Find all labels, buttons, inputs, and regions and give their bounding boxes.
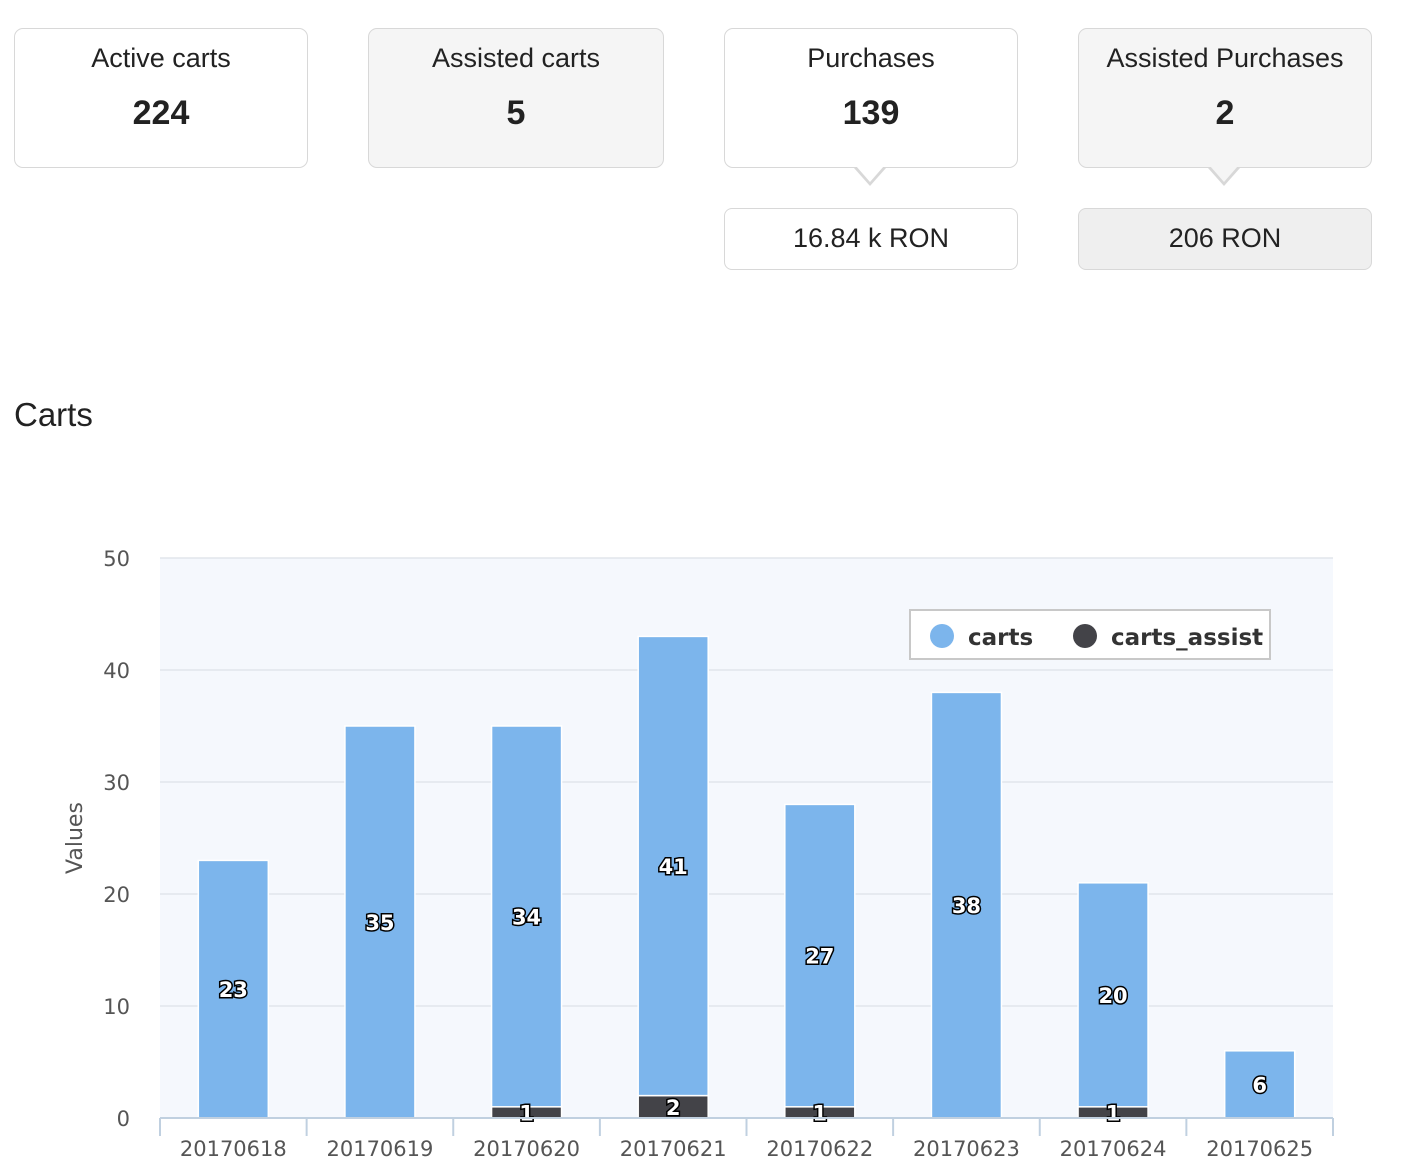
bar-carts <box>930 691 1003 1119</box>
data-label-carts: 41 <box>659 855 688 879</box>
kpi-card-assisted-purchases: Assisted Purchases 2 <box>1078 28 1372 168</box>
data-label-carts_assist: 1 <box>1106 1101 1121 1125</box>
legend[interactable]: carts carts_assist <box>909 609 1271 660</box>
bar-carts <box>197 859 270 1119</box>
bar-carts <box>1223 1050 1296 1119</box>
kpi-label: Purchases <box>807 43 935 73</box>
x-tick-label: 20170620 <box>473 1137 580 1161</box>
x-tick-label: 20170622 <box>766 1137 873 1161</box>
y-tick-label: 10 <box>103 995 130 1019</box>
y-tick-label: 0 <box>117 1107 130 1131</box>
x-tick-label: 20170623 <box>913 1137 1020 1161</box>
legend-box <box>909 609 1271 660</box>
data-label-carts_assist: 1 <box>813 1101 828 1125</box>
data-label-carts: 23 <box>219 978 248 1002</box>
y-tick-label: 50 <box>103 547 130 571</box>
bars <box>197 635 1296 1119</box>
x-tick-label: 20170624 <box>1060 1137 1167 1161</box>
data-label-carts: 27 <box>805 945 834 969</box>
purchases-pointer <box>854 166 886 186</box>
y-tick-label: 40 <box>103 659 130 683</box>
bar-carts <box>344 725 416 1119</box>
section-title: Carts <box>14 396 93 433</box>
bar-carts <box>784 803 856 1108</box>
data-label-carts: 20 <box>1098 984 1127 1008</box>
x-tick-label: 20170625 <box>1206 1137 1313 1161</box>
kpi-value: 5 <box>506 94 526 132</box>
data-label-carts_assist: 1 <box>519 1101 534 1125</box>
bar-carts <box>490 725 563 1108</box>
data-label-carts: 38 <box>952 894 981 918</box>
kpi-card-purchases: Purchases 139 <box>724 28 1018 168</box>
y-tick-label: 20 <box>103 883 130 907</box>
bar-carts <box>637 635 709 1097</box>
x-tick-label: 20170619 <box>326 1137 433 1161</box>
y-tick-label: 30 <box>103 771 130 795</box>
kpi-value: 2 <box>1215 94 1235 132</box>
legend-item-carts_assist[interactable]: carts_assist <box>1111 625 1263 651</box>
kpi-card-assisted-carts: Assisted carts 5 <box>368 28 664 168</box>
kpi-label: Active carts <box>91 43 231 73</box>
y-axis-label: Values <box>63 802 88 874</box>
kpi-card-active-carts: Active carts 224 <box>14 28 308 168</box>
data-label-carts_assist: 2 <box>666 1096 681 1120</box>
x-axis: 20170618 20170619 20170620 20170621 20170622… <box>159 1117 1334 1161</box>
bar-carts <box>1077 882 1149 1108</box>
kpi-label: Assisted carts <box>431 43 601 73</box>
data-label-carts: 35 <box>365 911 394 935</box>
x-tick-label: 20170621 <box>620 1137 727 1161</box>
data-label-carts: 34 <box>512 905 541 929</box>
legend-marker-carts_assist <box>1073 624 1097 648</box>
x-tick-label: 20170618 <box>180 1137 287 1161</box>
assisted-purchases-pointer <box>1208 166 1240 186</box>
data-labels: 23 35 1 34 2 41 1 27 38 1 20 6 <box>217 854 1268 1127</box>
kpi-label: Assisted Purchases <box>1106 43 1344 73</box>
legend-marker-carts <box>930 624 954 648</box>
purchases-revenue: 16.84 k RON <box>724 208 1018 270</box>
kpi-value: 224 <box>132 94 190 132</box>
assisted-purchases-revenue: 206 RON <box>1078 208 1372 270</box>
legend-item-carts[interactable]: carts <box>968 625 1033 651</box>
data-label-carts: 6 <box>1252 1073 1267 1097</box>
y-axis-ticks: 0 10 20 30 40 50 <box>103 547 130 1131</box>
kpi-value: 139 <box>842 94 900 132</box>
